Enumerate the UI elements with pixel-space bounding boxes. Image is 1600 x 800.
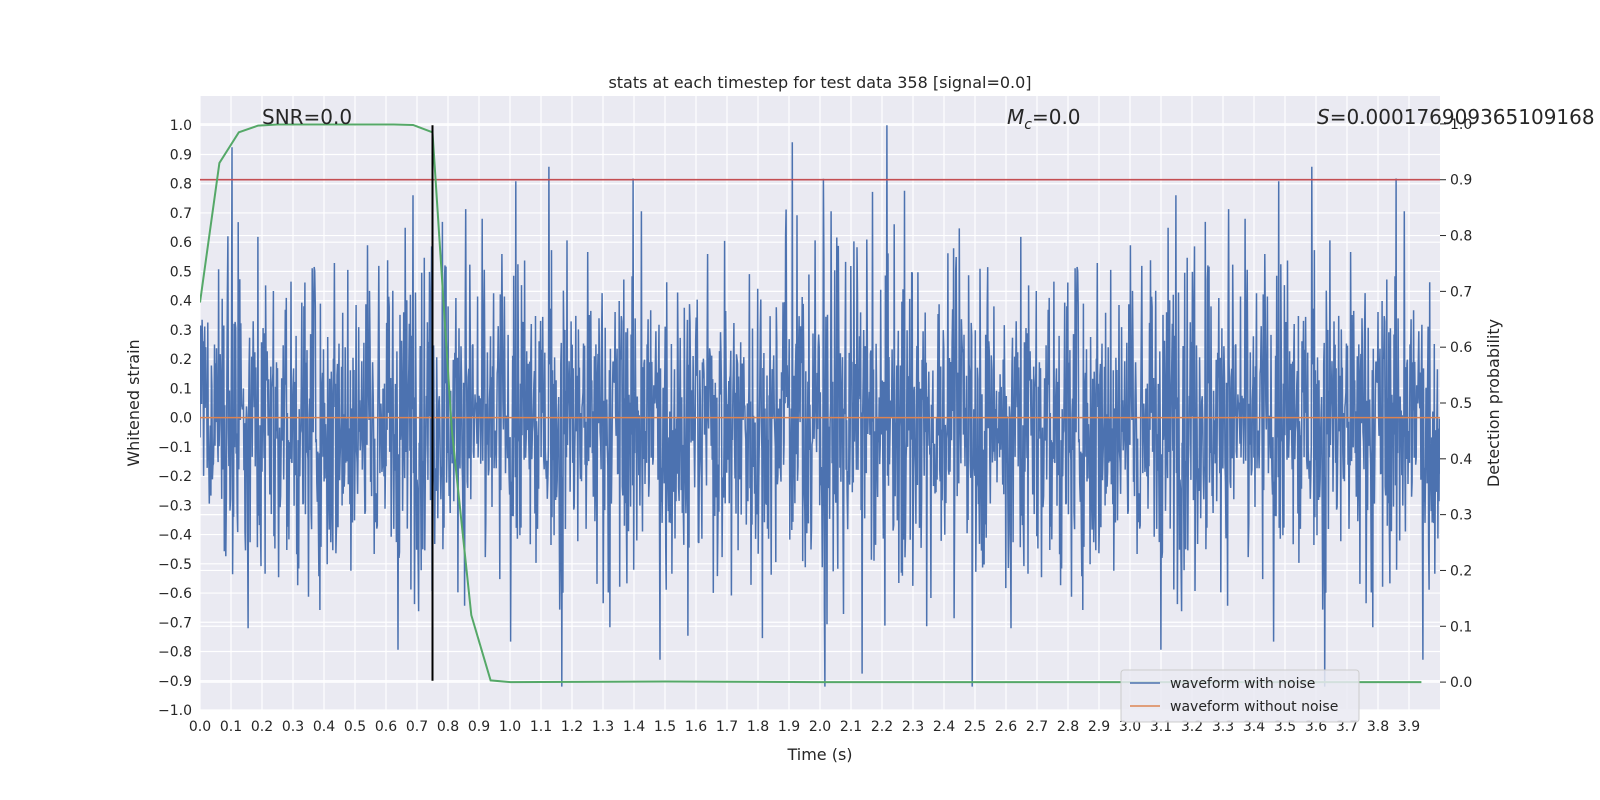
y-left-tick-label: 0.7 — [170, 206, 192, 222]
y-right-tick-label: 0.7 — [1450, 284, 1472, 300]
x-tick-label: 2.4 — [933, 719, 955, 735]
x-tick-label: 2.3 — [902, 719, 924, 735]
x-tick-label: 1.9 — [778, 719, 800, 735]
x-tick-label: 2.6 — [995, 719, 1017, 735]
x-tick-label: 0.6 — [375, 719, 397, 735]
y-right-tick-label: 1.0 — [1450, 117, 1472, 133]
x-tick-label: 1.2 — [561, 719, 583, 735]
x-tick-label: 2.9 — [1088, 719, 1110, 735]
x-tick-label: 3.9 — [1398, 719, 1420, 735]
y-left-tick-label: −0.5 — [158, 557, 192, 573]
x-tick-label: 3.8 — [1367, 719, 1389, 735]
legend-label-clean: waveform without noise — [1170, 699, 1338, 715]
y-axis-label-right: Detection probability — [1484, 319, 1503, 487]
right-axis-ticks: 1.0 0.9 0.8 0.7 0.6 0.5 0.4 0.3 0.2 0.1 0.0 — [1440, 117, 1472, 691]
y-left-tick-label: 0.4 — [170, 294, 192, 310]
x-tick-label: 0.8 — [437, 719, 459, 735]
y-left-tick-label: 0.2 — [170, 352, 192, 368]
y-left-tick-label: −0.2 — [158, 469, 192, 485]
x-tick-label: 1.0 — [499, 719, 521, 735]
chirp-mass-value: =0.0 — [1032, 105, 1081, 129]
x-tick-label: 2.8 — [1057, 719, 1079, 735]
x-tick-label: 1.7 — [716, 719, 738, 735]
x-tick-label: 3.0 — [1119, 719, 1141, 735]
x-tick-label: 2.5 — [964, 719, 986, 735]
chart-title: stats at each timestep for test data 358… — [608, 73, 1031, 92]
x-tick-label: 1.6 — [685, 719, 707, 735]
x-tick-label: 3.7 — [1336, 719, 1358, 735]
x-tick-label: 2.0 — [809, 719, 831, 735]
y-left-tick-label: 0.3 — [170, 323, 192, 339]
s-symbol: S — [1317, 105, 1330, 129]
y-right-tick-label: 0.5 — [1450, 396, 1472, 412]
x-tick-label: 2.2 — [871, 719, 893, 735]
x-tick-label: 0.0 — [189, 719, 211, 735]
y-right-tick-label: 0.8 — [1450, 229, 1472, 245]
chirp-mass-annotation: Mc=0.0 — [1007, 105, 1081, 133]
x-tick-label: 0.4 — [313, 719, 335, 735]
legend-box — [1120, 669, 1360, 723]
x-tick-label: 0.2 — [251, 719, 273, 735]
y-left-tick-label: −0.6 — [158, 586, 192, 602]
x-tick-label: 1.8 — [747, 719, 769, 735]
x-tick-label: 0.9 — [468, 719, 490, 735]
y-left-tick-label: 0.0 — [170, 411, 192, 427]
y-right-tick-label: 0.3 — [1450, 508, 1472, 524]
x-tick-label: 2.1 — [840, 719, 862, 735]
y-left-tick-label: 0.5 — [170, 264, 192, 280]
x-tick-label: 0.3 — [282, 719, 304, 735]
left-axis-ticks: 1.0 0.9 0.8 0.7 0.6 0.5 0.4 0.3 0.2 0.1 0.0 −0.1 −0.… — [158, 118, 192, 719]
y-right-tick-label: 0.2 — [1450, 563, 1472, 579]
x-tick-label: 3.2 — [1181, 719, 1203, 735]
x-tick-label: 1.3 — [592, 719, 614, 735]
y-axis-label-left: Whitened strain — [124, 339, 143, 466]
y-left-tick-label: −0.1 — [158, 440, 192, 456]
x-tick-label: 3.5 — [1274, 719, 1296, 735]
s-annotation: S=0.000176909365109168 — [1317, 105, 1595, 129]
y-left-tick-label: −0.8 — [158, 645, 192, 661]
y-right-tick-label: 0.0 — [1450, 675, 1472, 691]
x-tick-label: 1.1 — [530, 719, 552, 735]
y-left-tick-label: 1.0 — [170, 118, 192, 134]
y-left-tick-label: −0.7 — [158, 615, 192, 631]
x-tick-label: 3.3 — [1212, 719, 1234, 735]
y-left-tick-label: 0.8 — [170, 177, 192, 193]
legend-label-noise: waveform with noise — [1170, 676, 1315, 692]
x-tick-label: 2.7 — [1026, 719, 1048, 735]
x-tick-label: 0.7 — [406, 719, 428, 735]
chirp-mass-subscript: c — [1024, 117, 1032, 133]
y-left-tick-label: −0.9 — [158, 674, 192, 690]
s-value: =0.000176909365109168 — [1330, 105, 1595, 129]
y-right-tick-label: 0.1 — [1450, 619, 1472, 635]
y-right-tick-label: 0.4 — [1450, 452, 1472, 468]
x-axis-ticks: 0.0 0.1 0.2 0.3 0.4 0.5 0.6 0.7 0.8 0.9 1.0 1.1 1.2 1… — [189, 719, 1420, 735]
y-left-tick-label: 0.6 — [170, 235, 192, 251]
snr-annotation: SNR=0.0 — [262, 105, 352, 129]
x-tick-label: 3.4 — [1243, 719, 1265, 735]
detection-probability-line — [200, 123, 1422, 684]
waveform-with-noise-line — [200, 125, 1440, 687]
x-tick-label: 3.1 — [1150, 719, 1172, 735]
legend: waveform with noise waveform without noi… — [1120, 669, 1360, 723]
x-tick-label: 1.5 — [654, 719, 676, 735]
x-tick-label: 1.4 — [623, 719, 645, 735]
y-left-tick-label: 0.9 — [170, 147, 192, 163]
y-right-tick-label: 0.6 — [1450, 340, 1472, 356]
y-left-tick-label: −0.4 — [158, 528, 192, 544]
x-tick-label: 3.6 — [1305, 719, 1327, 735]
y-left-tick-label: −1.0 — [158, 703, 192, 719]
x-tick-label: 0.5 — [344, 719, 366, 735]
y-left-tick-label: 0.1 — [170, 381, 192, 397]
y-right-tick-label: 0.9 — [1450, 173, 1472, 189]
x-tick-label: 0.1 — [220, 719, 242, 735]
x-axis-label: Time (s) — [786, 745, 852, 764]
y-left-tick-label: −0.3 — [158, 498, 192, 514]
chirp-mass-symbol: M — [1007, 105, 1024, 129]
